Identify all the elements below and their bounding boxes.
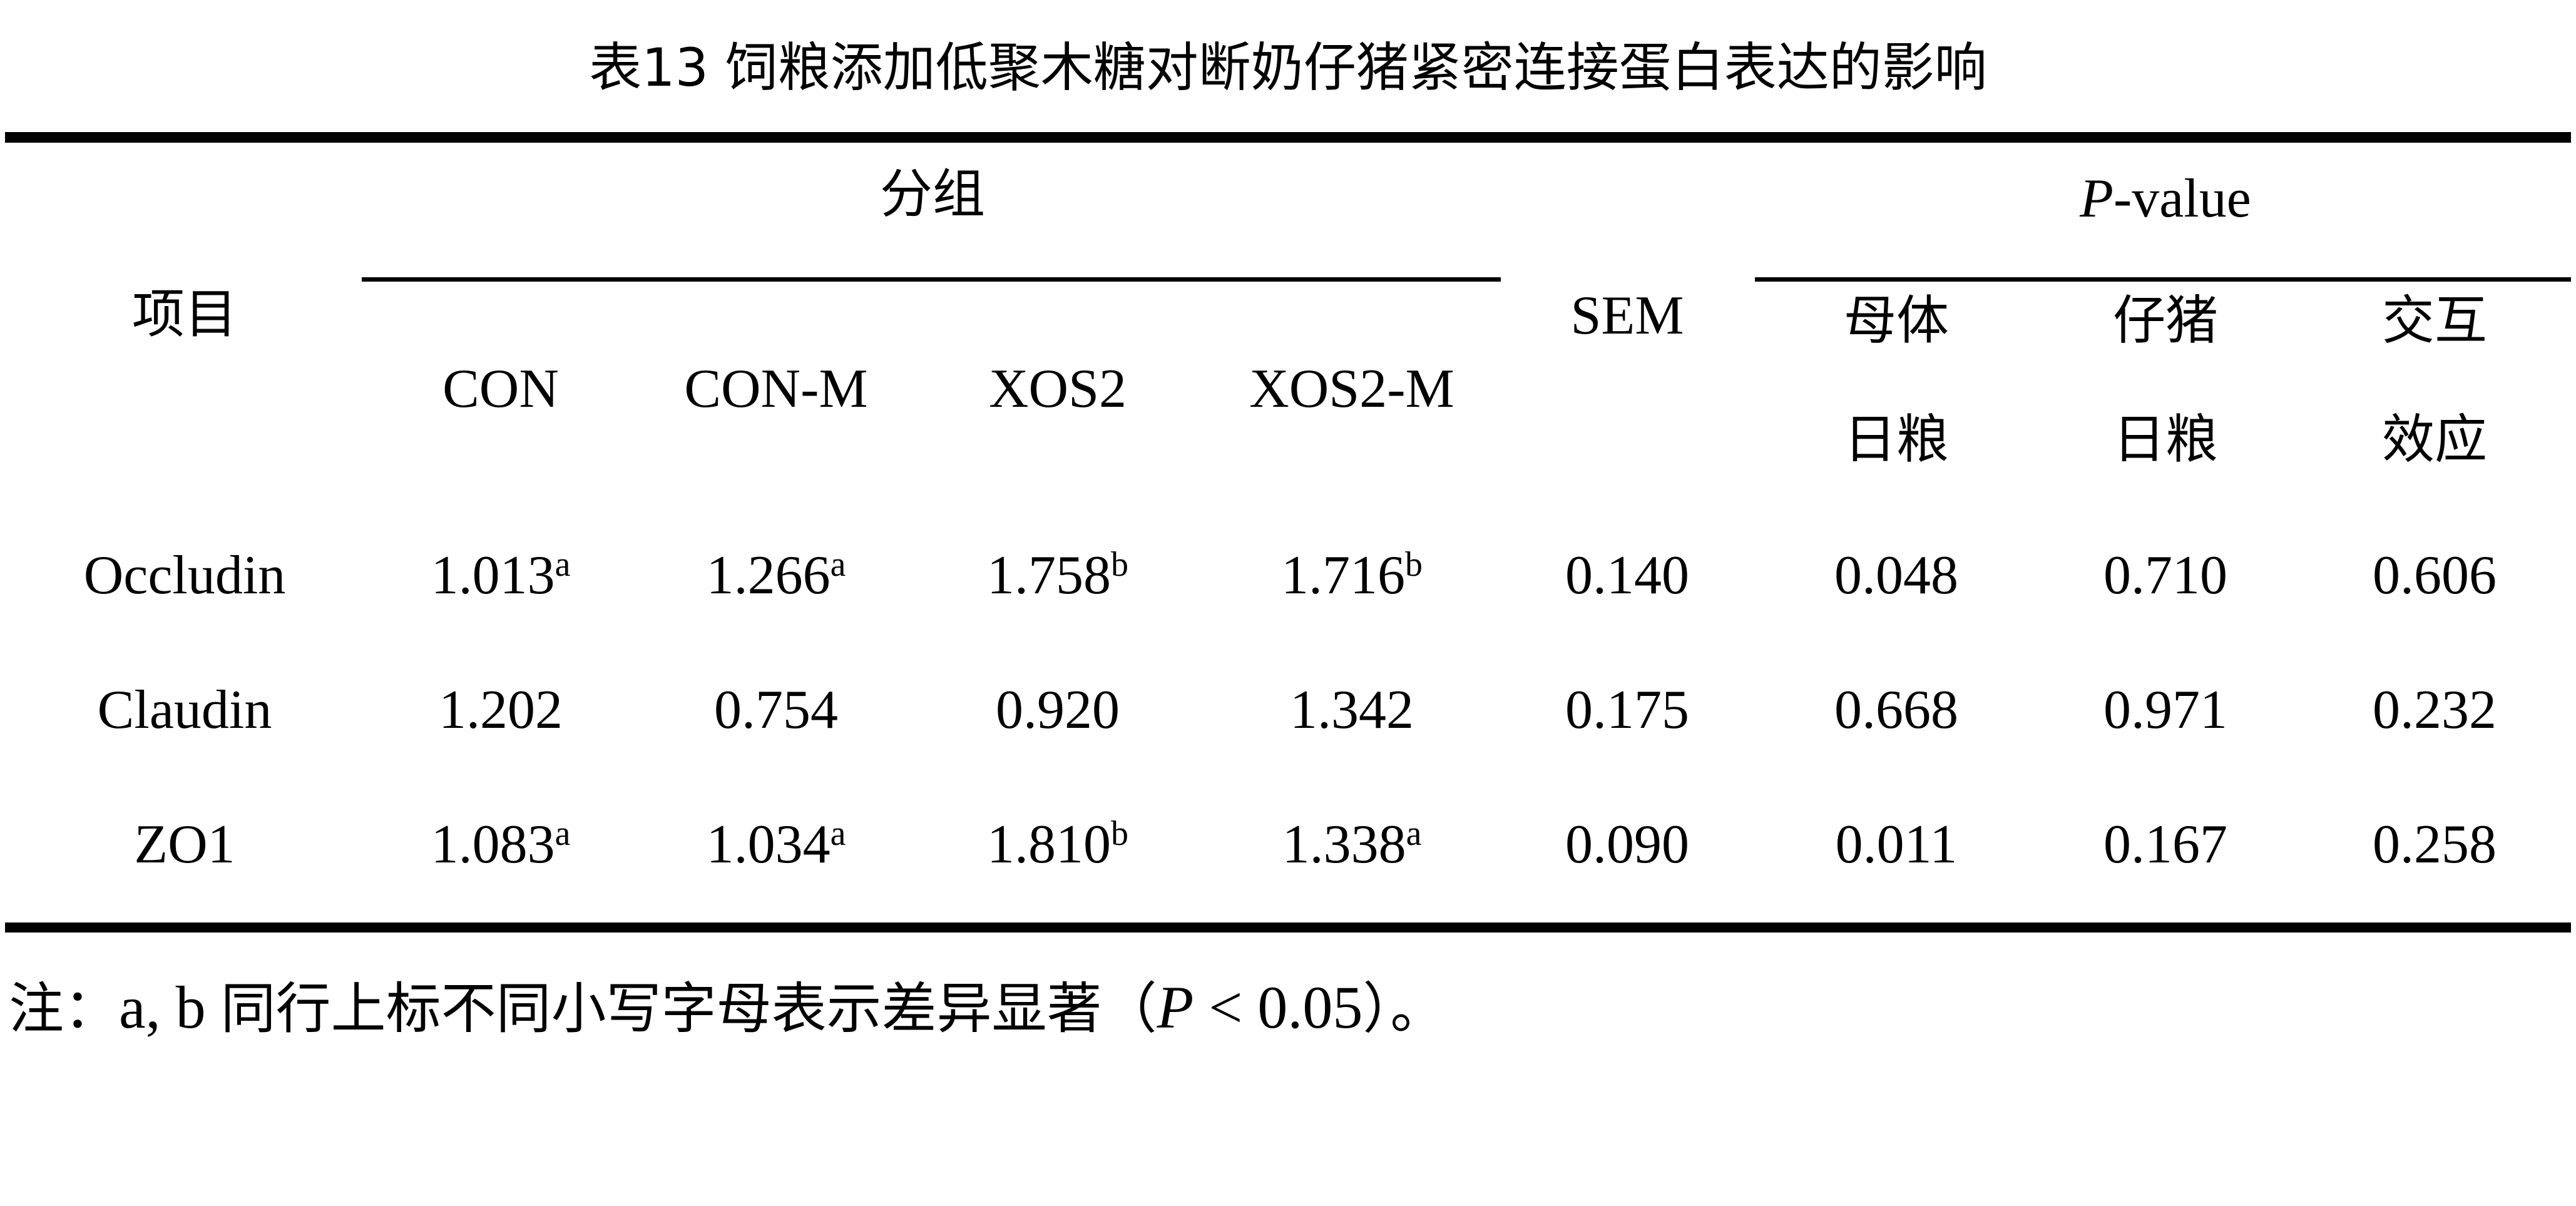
group-col-con-m: CON-M xyxy=(684,359,868,419)
pvalue-header: P-value xyxy=(1978,168,2353,230)
table-cell-p: 0.167 xyxy=(2103,814,2227,875)
pcol-piglet-line1: 仔猪 xyxy=(2112,290,2218,351)
pvalue-rule xyxy=(1755,277,2571,282)
table-cell: 1.810b xyxy=(987,814,1128,875)
pvalue-italic-p: P xyxy=(2080,168,2113,229)
row-label-occludin: Occludin xyxy=(83,545,286,606)
note-prefix: 注： xyxy=(9,976,120,1041)
table-cell: 1.202 xyxy=(439,680,563,740)
pcol-interaction-line2: 效应 xyxy=(2381,409,2487,470)
table-cell: 1.758b xyxy=(987,545,1128,606)
table-cell: 1.034a xyxy=(706,814,846,875)
top-rule xyxy=(5,132,2571,143)
table-cell: 1.013a xyxy=(431,545,571,606)
group-rule xyxy=(362,277,1501,282)
table-cell: 0.754 xyxy=(714,680,838,740)
pcol-interaction-line1: 交互 xyxy=(2381,290,2487,351)
table-cell-p: 0.668 xyxy=(1834,680,1958,740)
group-col-con: CON xyxy=(442,359,559,419)
bottom-rule xyxy=(5,922,2571,933)
group-col-xos2-m: XOS2-M xyxy=(1249,359,1454,419)
pcol-maternal-line1: 母体 xyxy=(1843,290,1949,351)
table-cell-p: 0.258 xyxy=(2373,814,2497,875)
table-cell-p: 0.232 xyxy=(2373,680,2497,740)
item-header: 项目 xyxy=(131,284,237,345)
pvalue-suffix: -value xyxy=(2113,168,2251,229)
table-footnote: 注：a, b 同行上标不同小写字母表示差异显著（P < 0.05）。 xyxy=(9,964,1445,1053)
group-header: 分组 xyxy=(879,163,985,225)
row-label-claudin: Claudin xyxy=(97,680,272,740)
table-cell: 1.083a xyxy=(431,814,571,875)
table-cell-p: 0.710 xyxy=(2103,545,2227,606)
note-text: 同行上标不同小写字母表示差异显著（ xyxy=(220,976,1157,1041)
pcol-piglet-line2: 日粮 xyxy=(2112,409,2218,470)
table-cell: 1.716b xyxy=(1281,545,1423,606)
table-cell-sem: 0.090 xyxy=(1565,814,1689,875)
note-letters: a, b xyxy=(119,974,206,1041)
table-cell: 0.920 xyxy=(996,680,1120,740)
table-cell-sem: 0.140 xyxy=(1565,545,1689,606)
note-suffix: ）。 xyxy=(1362,976,1446,1041)
table-cell-sem: 0.175 xyxy=(1565,680,1689,740)
table-cell: 1.338a xyxy=(1282,814,1422,875)
table-cell-p: 0.011 xyxy=(1835,814,1958,875)
table-cell: 1.266a xyxy=(706,545,846,606)
table-cell-p: 0.048 xyxy=(1834,545,1958,606)
pcol-maternal-line2: 日粮 xyxy=(1843,409,1949,470)
table-cell: 1.342 xyxy=(1290,680,1414,740)
table-cell-p: 0.606 xyxy=(2373,545,2497,606)
group-col-xos2: XOS2 xyxy=(988,359,1127,419)
sem-header: SEM xyxy=(1570,285,1684,346)
table-caption: 表13 饲粮添加低聚木糖对断奶仔猪紧密连接蛋白表达的影响 xyxy=(589,37,1987,98)
table-cell-p: 0.971 xyxy=(2103,680,2227,740)
note-condition: < 0.05 xyxy=(1193,974,1363,1041)
row-label-zo1: ZO1 xyxy=(134,814,235,875)
note-p-italic: P xyxy=(1157,974,1194,1041)
